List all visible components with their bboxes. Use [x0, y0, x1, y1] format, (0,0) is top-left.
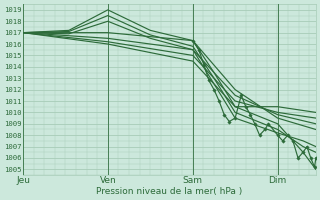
X-axis label: Pression niveau de la mer( hPa ): Pression niveau de la mer( hPa ) [96, 187, 243, 196]
